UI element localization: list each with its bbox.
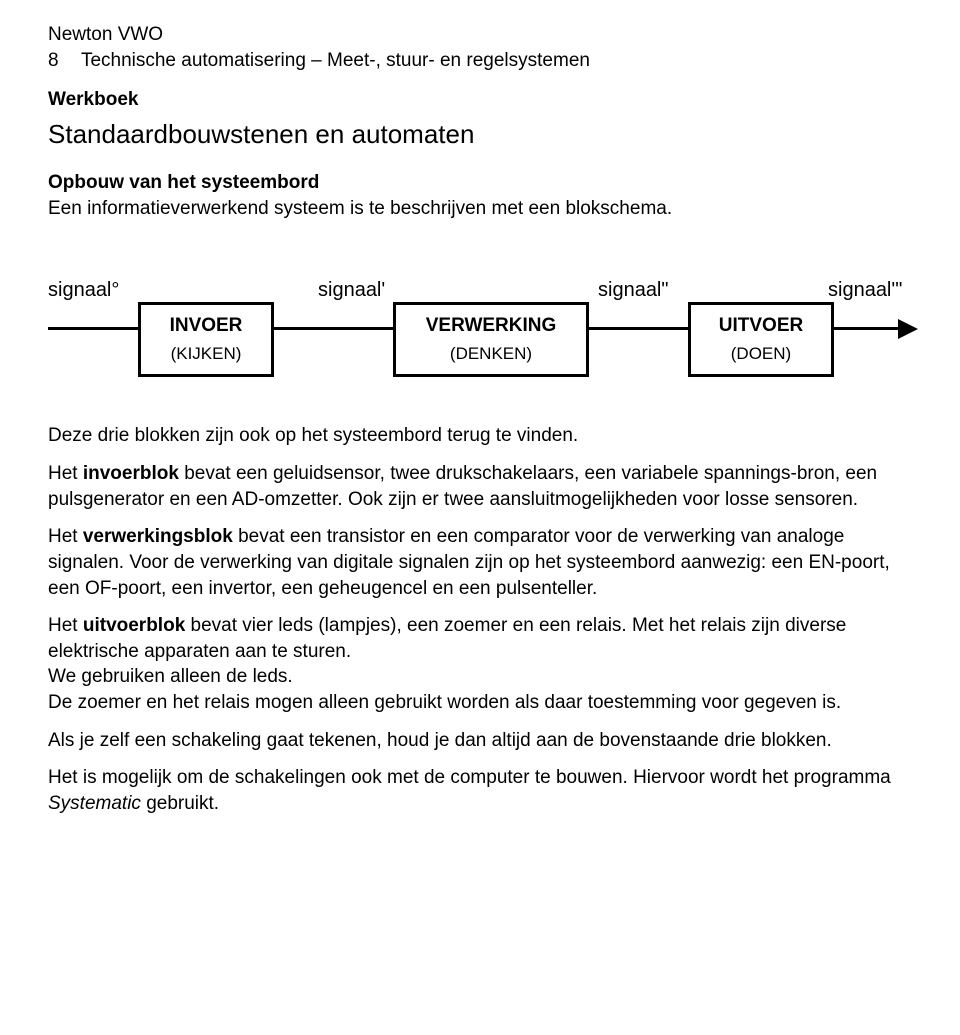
text: Het (48, 526, 83, 547)
block-verwerking-title: VERWERKING (406, 313, 576, 339)
block-invoer-title: INVOER (151, 313, 261, 339)
block-invoer-sub: (KIJKEN) (151, 343, 261, 366)
paragraph-systematic: Het is mogelijk om de schakelingen ook m… (48, 765, 912, 816)
course-name: Newton VWO (48, 22, 912, 48)
subheading: Opbouw van het systeembord (48, 170, 912, 196)
verwerkingsblok-label: verwerkingsblok (83, 526, 233, 547)
text: Het (48, 463, 83, 484)
arrow-head-icon (898, 319, 918, 339)
paragraph-leds: We gebruiken alleen de leds. (48, 664, 912, 690)
text: gebruikt. (141, 793, 219, 814)
chapter-title: Technische automatisering – Meet-, stuur… (81, 50, 590, 71)
paragraph-verwerking: Het verwerkingsblok bevat een transistor… (48, 524, 912, 601)
werkboek-label: Werkboek (48, 87, 912, 113)
chapter-line: 8 Technische automatisering – Meet-, stu… (48, 48, 912, 74)
chapter-number: 8 (48, 48, 76, 74)
paragraph-toestemming: De zoemer en het relais mogen alleen geb… (48, 690, 912, 716)
block-verwerking: VERWERKING (DENKEN) (393, 302, 589, 377)
signal-label-2: signaal" (598, 277, 668, 304)
paragraph-tekenen: Als je zelf een schakeling gaat tekenen,… (48, 728, 912, 754)
text: Het (48, 615, 83, 636)
paragraph-uitvoer: Het uitvoerblok bevat vier leds (lampjes… (48, 613, 912, 664)
text: Het is mogelijk om de schakelingen ook m… (48, 767, 891, 788)
paragraph-invoer: Het invoerblok bevat een geluidsensor, t… (48, 461, 912, 512)
signal-label-0: signaal° (48, 277, 119, 304)
signal-label-1: signaal' (318, 277, 385, 304)
intro-text: Een informatieverwerkend systeem is te b… (48, 196, 912, 222)
systematic-label: Systematic (48, 793, 141, 814)
block-invoer: INVOER (KIJKEN) (138, 302, 274, 377)
uitvoerblok-label: uitvoerblok (83, 615, 185, 636)
block-uitvoer-sub: (DOEN) (701, 343, 821, 366)
block-diagram: signaal° signaal' signaal" signaal'" INV… (48, 247, 912, 397)
invoerblok-label: invoerblok (83, 463, 179, 484)
paragraph-1: Deze drie blokken zijn ook op het systee… (48, 423, 912, 449)
block-uitvoer: UITVOER (DOEN) (688, 302, 834, 377)
block-verwerking-sub: (DENKEN) (406, 343, 576, 366)
signal-label-3: signaal'" (828, 277, 902, 304)
section-title: Standaardbouwstenen en automaten (48, 117, 912, 152)
block-uitvoer-title: UITVOER (701, 313, 821, 339)
